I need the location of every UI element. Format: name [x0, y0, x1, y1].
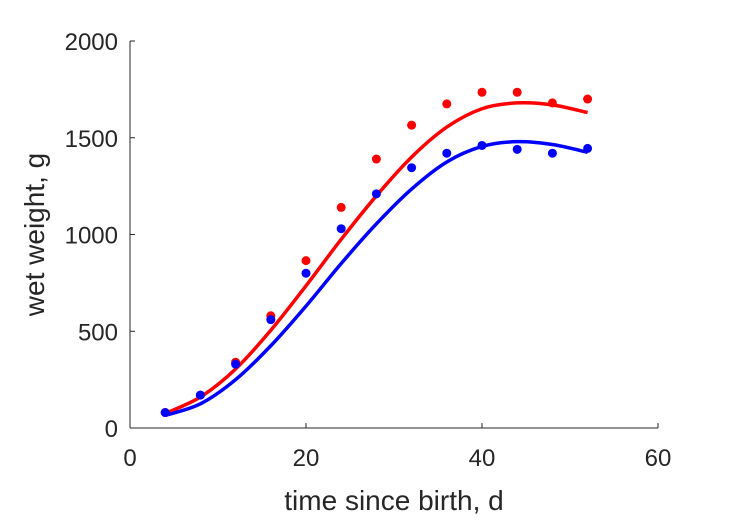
y-axis-title: wet weight, g [19, 153, 50, 317]
data-point-red [512, 87, 522, 97]
data-point-blue [477, 140, 487, 150]
data-point-blue [336, 224, 346, 234]
axes [129, 41, 658, 429]
data-point-blue [160, 408, 170, 418]
data-point-red [583, 94, 593, 104]
x-tick-label: 0 [123, 445, 136, 472]
data-point-blue [583, 143, 593, 153]
data-point-red [301, 256, 311, 266]
y-tick-label: 0 [105, 416, 118, 443]
data-point-red [407, 120, 417, 130]
data-point-red [477, 87, 487, 97]
ticks: 0 20 40 60 0 500 1000 1500 2000 [65, 29, 672, 472]
data-point-blue [266, 315, 276, 325]
x-tick-label: 20 [293, 445, 320, 472]
fit-line-red [164, 100, 588, 416]
fit-line-blue [164, 139, 588, 418]
x-tick-label: 60 [645, 445, 672, 472]
data-point-blue [301, 268, 311, 278]
data-point-blue [407, 163, 417, 173]
data-point-blue [547, 148, 557, 158]
data-point-blue [195, 390, 205, 400]
y-tick-label: 1000 [65, 223, 118, 250]
x-axis-title: time since birth, d [284, 485, 503, 516]
data-point-red [371, 154, 381, 164]
y-tick-label: 1500 [65, 126, 118, 153]
data-point-blue [371, 189, 381, 199]
y-tick-label: 500 [78, 319, 118, 346]
data-point-blue [231, 359, 241, 369]
data-point-blue [512, 144, 522, 154]
data-point-blue [442, 148, 452, 158]
plot-area [160, 87, 593, 418]
y-tick-label: 2000 [65, 29, 118, 56]
data-point-red [547, 98, 557, 108]
data-point-red [442, 99, 452, 109]
data-point-red [336, 202, 346, 212]
x-tick-label: 40 [469, 445, 496, 472]
